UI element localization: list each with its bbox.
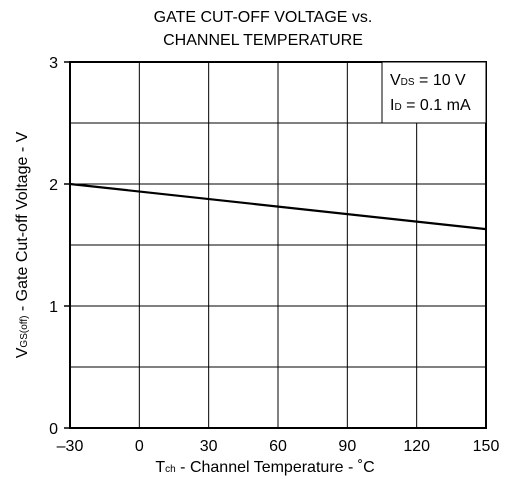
y-axis-label-rest: - Gate Cut-off Voltage - V (14, 131, 31, 315)
x-tick-label: 120 (403, 438, 430, 455)
x-tick-label: 0 (135, 438, 144, 455)
y-tick-label: 3 (49, 55, 58, 72)
condition-id-value: = 0.1 mA (402, 97, 471, 114)
x-tick-label: 60 (269, 438, 287, 455)
conditions-box: VDS = 10 V ID = 0.1 mA (381, 61, 487, 124)
condition-vds-main: V (390, 72, 401, 89)
x-tick-label: 90 (338, 438, 356, 455)
x-axis-label-rest: - Channel Temperature - ˚C (176, 459, 375, 476)
y-axis-label: VGS(off) - Gate Cut-off Voltage - V (14, 131, 31, 358)
x-axis-label-main: T (155, 459, 165, 476)
y-axis-label-main: V (14, 347, 31, 358)
x-tick-label: –30 (57, 438, 84, 455)
x-axis-label-sub: ch (165, 464, 176, 475)
conditions-box-border (381, 61, 487, 124)
condition-vds-value: = 10 V (415, 72, 466, 89)
chart-title-line-1: GATE CUT-OFF VOLTAGE vs. (154, 9, 373, 26)
y-tick-label: 0 (49, 421, 58, 438)
condition-id-main: I (390, 97, 394, 114)
condition-vds: VDS = 10 V (390, 72, 466, 89)
y-tick-label: 1 (49, 299, 58, 316)
x-axis-label: Tch - Channel Temperature - ˚C (155, 459, 374, 476)
plot-frame (69, 61, 487, 429)
chart-title-line-2: CHANNEL TEMPERATURE (163, 32, 363, 49)
y-tick-label: 2 (49, 177, 58, 194)
x-tick-labels: –30 0 30 60 90 120 150 (57, 438, 500, 455)
condition-vds-sub: DS (401, 77, 415, 88)
y-tick-labels: 0 1 2 3 (49, 55, 58, 438)
y-axis-label-sub: GS(off) (19, 316, 30, 348)
series-line (69, 182, 487, 231)
condition-id: ID = 0.1 mA (390, 97, 471, 114)
condition-id-sub: D (394, 102, 401, 113)
x-tick-label: 30 (200, 438, 218, 455)
data-series (69, 182, 487, 231)
x-tick-label: 150 (473, 438, 500, 455)
